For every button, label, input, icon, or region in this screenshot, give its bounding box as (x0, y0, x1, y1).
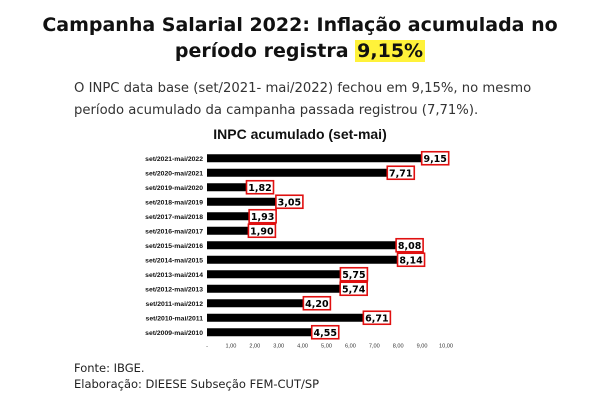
data-label: 3,05 (278, 197, 301, 208)
category-label: set/2019-mai/2020 (145, 185, 203, 192)
data-label-box (302, 295, 332, 311)
category-label: set/2021-mai/2022 (145, 156, 203, 163)
bar (207, 168, 392, 177)
x-tick-label: 2,00 (249, 344, 260, 350)
category-label: set/2018-mai/2019 (145, 199, 203, 206)
source-note: Fonte: IBGE. (74, 361, 145, 375)
data-label: 4,20 (305, 299, 329, 310)
data-label-box (275, 194, 304, 210)
x-tick-label: 10,00 (439, 344, 453, 350)
x-tick-label: 7,00 (369, 344, 380, 350)
x-tick-label: 4,00 (297, 344, 308, 350)
data-label: 1,82 (248, 183, 271, 194)
headline-line-2-prefix: período registra (174, 40, 356, 62)
data-label-box (386, 165, 416, 181)
x-tick-label: 8,00 (393, 344, 404, 350)
bar (207, 284, 345, 293)
headline: Campanha Salarial 2022: Inflação acumula… (0, 12, 600, 64)
data-label-box (247, 223, 277, 239)
x-tick-label: 1,00 (225, 344, 236, 350)
bar (207, 226, 253, 235)
headline-line-1: Campanha Salarial 2022: Inflação acumula… (42, 14, 558, 36)
data-label-box (362, 310, 392, 326)
category-label: set/2009-mai/2010 (145, 330, 203, 337)
category-label: set/2017-mai/2018 (145, 214, 203, 221)
data-label: 1,93 (251, 212, 274, 223)
bar (207, 328, 316, 337)
bar (207, 270, 345, 279)
x-tick-label: 6,00 (345, 344, 356, 350)
headline-line-2: período registra 9,15% (0, 38, 600, 64)
data-label: 9,15 (423, 154, 446, 165)
data-label: 8,08 (398, 241, 422, 252)
data-label: 5,75 (342, 270, 365, 281)
category-label: set/2011-mai/2012 (146, 301, 204, 308)
data-label-box (310, 324, 340, 340)
credit-note: Elaboração: DIEESE Subseção FEM-CUT/SP (74, 377, 320, 391)
bar (207, 255, 402, 264)
x-tick-label: 5,00 (321, 344, 332, 350)
category-label: set/2012-mai/2013 (145, 286, 203, 293)
headline-highlight-value: 9,15% (355, 40, 426, 62)
category-label: set/2013-mai/2014 (145, 272, 203, 279)
x-tick-label: - (206, 344, 208, 350)
category-label: set/2010-mai/2011 (146, 315, 204, 322)
data-label-box (420, 150, 450, 166)
category-label: set/2020-mai/2021 (145, 170, 203, 177)
data-label-box (248, 208, 277, 224)
data-label-box (396, 252, 426, 268)
category-label: set/2014-mai/2015 (145, 257, 203, 264)
bar (207, 313, 368, 322)
bar (207, 299, 308, 308)
data-label: 4,55 (314, 328, 337, 339)
bar (207, 241, 401, 250)
intro-paragraph: O INPC data base (set/2021- mai/2022) fe… (74, 81, 532, 118)
data-label-box (395, 237, 424, 253)
category-label: set/2016-mai/2017 (145, 228, 203, 235)
bar (207, 212, 254, 221)
data-label-box (339, 266, 369, 282)
data-label: 7,71 (389, 168, 412, 179)
category-label: set/2015-mai/2016 (145, 243, 203, 250)
footer: Fonte: IBGE. Elaboração: DIEESE Subseção… (74, 360, 319, 392)
data-label-box (245, 179, 275, 195)
data-label: 5,74 (342, 284, 366, 295)
bar (207, 197, 280, 206)
bar (207, 183, 251, 192)
bar (207, 154, 426, 163)
chart-title: INPC acumulado (set-mai) (213, 126, 387, 142)
x-tick-label: 9,00 (417, 344, 428, 350)
data-label: 6,71 (365, 313, 388, 324)
data-label: 1,90 (250, 226, 274, 237)
data-label: 8,14 (399, 255, 423, 266)
x-tick-label: 3,00 (273, 344, 284, 350)
data-label-box (339, 281, 368, 297)
